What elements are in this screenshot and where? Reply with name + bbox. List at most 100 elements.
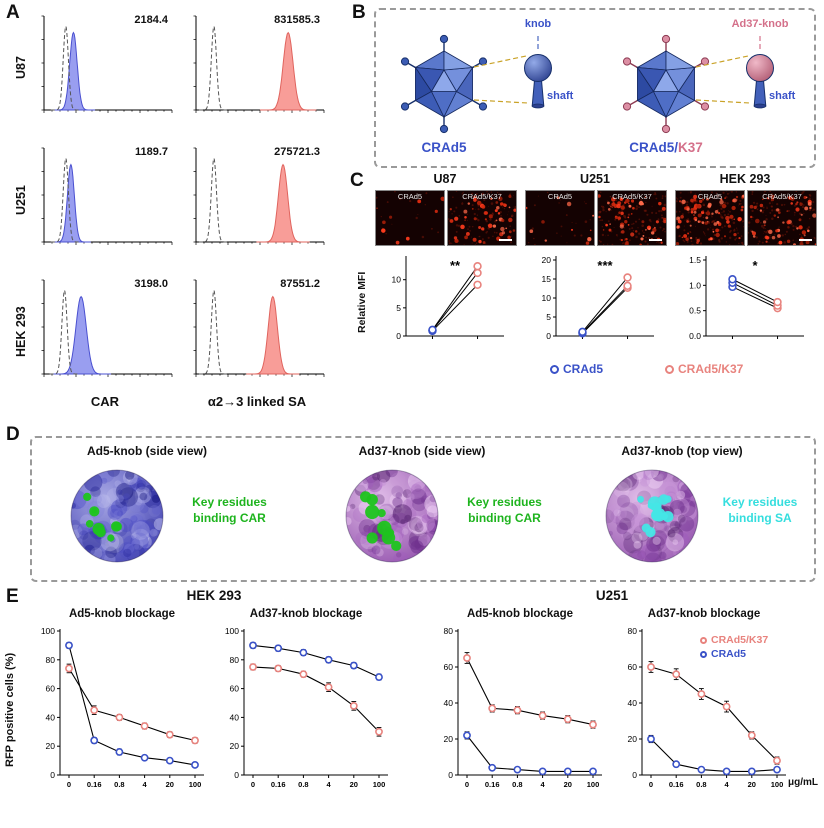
virus-name-part-pink: K37: [678, 140, 703, 155]
svg-text:10: 10: [392, 275, 402, 285]
svg-text:0.8: 0.8: [114, 780, 124, 789]
protein-structure-ad37-top: [605, 469, 699, 563]
svg-text:20: 20: [564, 780, 572, 789]
svg-text:20: 20: [46, 741, 56, 751]
panel-b-label: B: [352, 2, 366, 23]
svg-text:60: 60: [444, 662, 454, 672]
chart-hek293-ad5-blockage: Ad5-knob blockage 0 20 40 60 80 100 0 0.16 0.8 4 2…: [30, 608, 214, 808]
legend-crad5k37: CRAd5/K37: [665, 362, 743, 376]
mfi-value: 2184.4: [134, 14, 168, 26]
svg-text:4: 4: [327, 780, 332, 789]
image-label: CRAd5: [547, 192, 573, 201]
group-title-hek293: HEK 293: [186, 588, 242, 603]
legend-marker-blue-icon: [550, 364, 559, 374]
panel-a-label: A: [6, 2, 20, 23]
mfi-value: 87551.2: [280, 278, 320, 290]
histogram-svg: [193, 147, 325, 245]
structure-title-ad5-side: Ad5-knob (side view): [86, 444, 208, 458]
mfi-dot-plot-u87: 0 5 10 **: [392, 256, 504, 341]
panel-c-label: C: [350, 170, 364, 191]
svg-text:0: 0: [546, 331, 551, 341]
svg-text:0: 0: [67, 780, 71, 789]
fluorescence-image-hek293-crad5: CRAd5: [675, 190, 745, 246]
svg-text:100: 100: [587, 780, 600, 789]
svg-text:0.8: 0.8: [298, 780, 308, 789]
image-label: CRAd5: [697, 192, 723, 201]
svg-text:1.5: 1.5: [689, 255, 701, 265]
legend-crad5: CRAd5: [550, 362, 603, 376]
svg-text:100: 100: [41, 626, 55, 636]
virus-name-crad5k37: CRAd5/K37: [596, 140, 736, 155]
histogram-svg: [41, 279, 173, 377]
image-label: CRAd5/K37: [462, 192, 502, 201]
scale-bar: [649, 239, 662, 241]
caption-line: Key residues: [722, 495, 798, 509]
fluorescence-svg: [748, 191, 816, 245]
chart-u251-ad37-blockage: Ad37-knob blockage 0 20 40 60 80 0 0.16 0.8 4 20 1…: [612, 608, 796, 808]
row-label-hek293: HEK 293: [14, 306, 28, 358]
svg-text:80: 80: [46, 655, 56, 665]
fluorescence-image-u251-crad5: CRAd5: [525, 190, 595, 246]
fluorescence-image-u251-crad5k37: CRAd5/K37: [597, 190, 667, 246]
svg-text:15: 15: [542, 274, 552, 284]
cell-line-title-u251: U251: [580, 172, 610, 186]
svg-text:20: 20: [230, 741, 240, 751]
svg-text:0: 0: [251, 780, 255, 789]
flow-histogram-u251-sa: 275721.3: [186, 140, 328, 260]
legend-marker-red-icon: [700, 636, 707, 644]
x-axis-label-sa: α2→3 linked SA: [207, 394, 307, 409]
svg-text:20: 20: [444, 734, 454, 744]
svg-text:100: 100: [225, 626, 239, 636]
chart-title: Ad5-knob blockage: [68, 608, 176, 620]
svg-text:20: 20: [542, 255, 552, 265]
svg-text:0.8: 0.8: [696, 780, 706, 789]
legend-row-crad5k37: CRAd5/K37: [700, 634, 768, 646]
mfi-dot-plot-u251: 0 5 10 15 20 ***: [542, 255, 654, 341]
shaft-label-right: shaft: [769, 90, 796, 102]
structure-title-ad37-top: Ad37-knob (top view): [621, 444, 743, 458]
svg-text:100: 100: [373, 780, 386, 789]
mfi-value: 831585.3: [274, 14, 320, 26]
scale-bar: [499, 239, 512, 241]
svg-text:0.8: 0.8: [512, 780, 522, 789]
mfi-axis-label: Relative MFI: [356, 271, 368, 333]
knob-structure-box: Ad5-knob (side view) Key residues bindin…: [30, 436, 816, 582]
group-title-u251: U251: [595, 588, 629, 603]
legend-marker-red-icon: [665, 364, 674, 374]
mfi-value: 1189.7: [134, 146, 168, 158]
svg-text:20: 20: [748, 780, 756, 789]
legend-label: CRAd5: [711, 648, 747, 660]
x-axis-label-car: CAR: [90, 394, 120, 409]
histogram-svg: [193, 279, 325, 377]
ad37-knob-label: Ad37-knob: [731, 18, 789, 30]
line-chart-svg: 0 20 40 60 80 100 0 0.16 0.8 4 20 100: [41, 626, 204, 789]
svg-text:40: 40: [230, 712, 240, 722]
fluorescence-svg: [676, 191, 744, 245]
svg-text:0.16: 0.16: [87, 780, 102, 789]
chart-hek293-ad37-blockage: Ad37-knob blockage 0 20 40 60 80 100 0 0.16 0.8 4…: [214, 608, 398, 808]
chart-legend: CRAd5/K37 CRAd5: [700, 634, 768, 660]
image-label: CRAd5/K37: [762, 192, 802, 201]
caption-line: Key residues: [467, 495, 542, 509]
caption-line: binding CAR: [193, 511, 266, 526]
svg-text:0.5: 0.5: [689, 306, 701, 316]
virus-schematic-box: knob shaft CRAd5 Ad37-knob shaft CRAd5/K…: [374, 8, 816, 168]
panel-d-label: D: [6, 424, 20, 445]
svg-text:80: 80: [444, 626, 454, 636]
virus-pair-graphic: [400, 34, 774, 134]
cell-line-title-hek293: HEK 293: [719, 172, 771, 186]
legend-label: CRAd5/K37: [678, 362, 744, 376]
svg-text:4: 4: [541, 780, 546, 789]
svg-text:60: 60: [46, 684, 56, 694]
svg-text:20: 20: [350, 780, 358, 789]
line-chart-svg: 0 20 40 60 80 0 0.16 0.8 4 20 100: [444, 626, 602, 789]
panel-e-label: E: [6, 586, 19, 607]
image-label: CRAd5/K37: [612, 192, 652, 201]
chart-title: Ad37-knob blockage: [249, 608, 363, 620]
histogram-svg: [193, 15, 325, 113]
svg-text:60: 60: [230, 684, 240, 694]
svg-text:5: 5: [396, 303, 401, 313]
protein-structure-ad5-side: [70, 469, 164, 563]
line-chart-svg: 0 20 40 60 80 100 0 0.16 0.8 4 20 100: [225, 626, 388, 789]
svg-text:0: 0: [234, 770, 239, 780]
